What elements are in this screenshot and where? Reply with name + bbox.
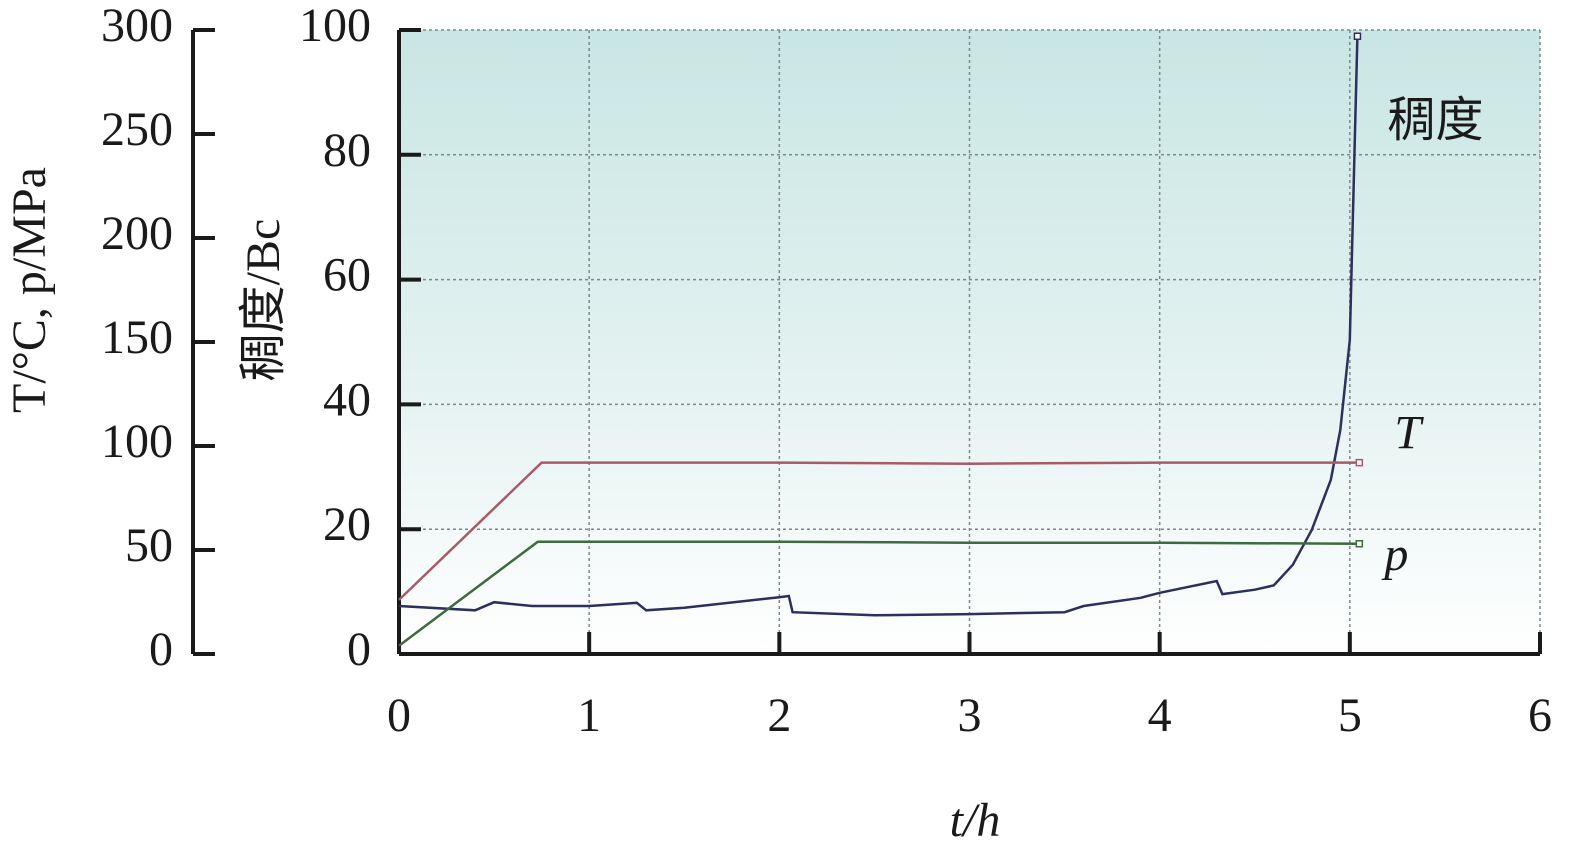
y2-axis-label: T/°C, p/MPa [3,167,56,413]
series-end-marker [1353,32,1362,40]
series-label: 稠度 [1387,94,1483,147]
y2-tick-label: 50 [125,519,173,572]
x-tick-label: 0 [387,689,411,742]
series-end-marker [1355,458,1364,467]
y-tick-label: 0 [347,623,371,676]
series-label: T [1394,407,1424,460]
y-tick-label: 40 [323,373,371,426]
x-tick-label: 1 [577,689,601,742]
series-label: p [1381,528,1408,581]
y2-tick-label: 300 [101,0,173,52]
y-tick-label: 60 [323,249,371,302]
y-tick-label: 20 [323,498,371,551]
y2-tick-label: 150 [101,311,173,364]
y2-tick-label: 100 [101,415,173,468]
y-tick-label: 80 [323,124,371,177]
x-tick-label: 4 [1148,689,1172,742]
y-axis-label: 稠度/Bc [237,219,290,382]
x-tick-label: 2 [767,689,791,742]
x-axis-label: t/h [950,794,1001,847]
y-tick-label: 100 [299,0,371,52]
series-end-marker [1355,540,1364,548]
x-tick-label: 5 [1338,689,1362,742]
series-line [398,36,1359,617]
x-tick-label: 3 [958,689,982,742]
series-line [398,540,1360,647]
y2-tick-label: 250 [101,103,173,156]
y2-tick-label: 0 [149,623,173,676]
y2-tick-label: 200 [101,207,173,260]
series-line [398,461,1360,601]
x-tick-label: 6 [1528,689,1552,742]
